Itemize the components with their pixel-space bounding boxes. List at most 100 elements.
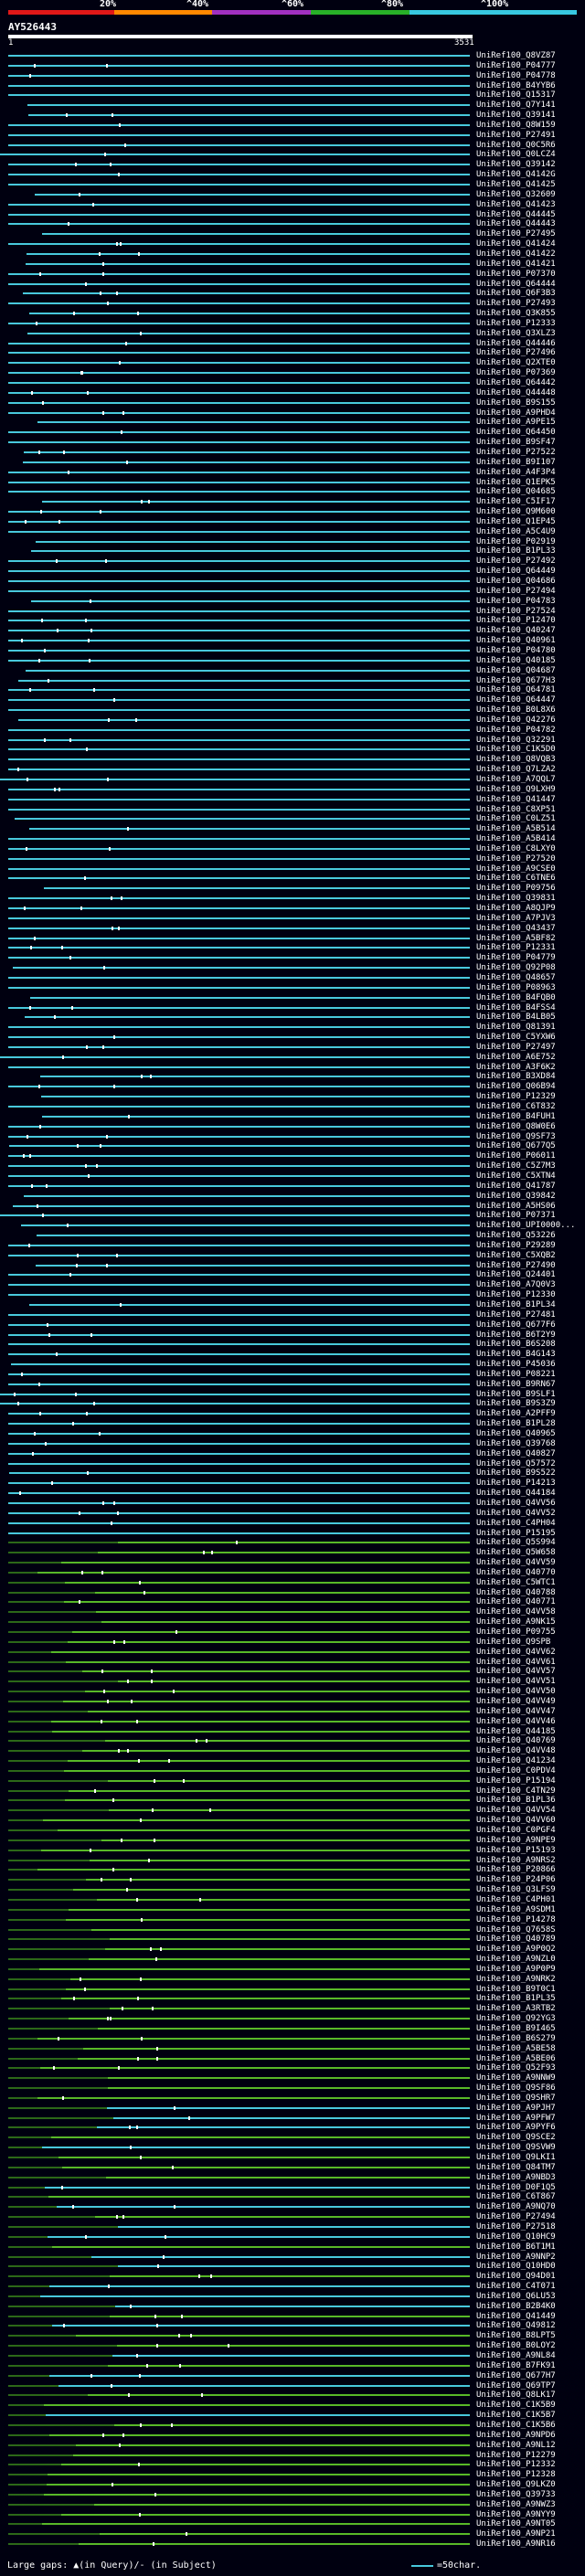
hit-alignment-bar[interactable]	[64, 1601, 470, 1604]
hit-alignment-bar[interactable]	[61, 2464, 470, 2466]
hit-accession-link[interactable]: UniRef100_C4T071	[476, 2282, 556, 2292]
hit-alignment-bar[interactable]	[8, 620, 470, 622]
hit-alignment-bar[interactable]	[8, 1036, 470, 1039]
hit-accession-link[interactable]: UniRef100_Q4VV54	[476, 1806, 556, 1816]
hit-accession-link[interactable]: UniRef100_B1PL34	[476, 1300, 556, 1309]
hit-alignment-bar[interactable]	[8, 1511, 470, 1514]
hit-alignment-bar[interactable]	[83, 2047, 470, 2050]
hit-accession-link[interactable]: UniRef100_Q24401	[476, 1270, 556, 1280]
hit-accession-link[interactable]: UniRef100_Q41787	[476, 1181, 556, 1191]
hit-alignment-bar[interactable]	[8, 123, 470, 126]
hit-accession-link[interactable]: UniRef100_Q3K855	[476, 309, 556, 319]
hit-accession-link[interactable]: UniRef100_Q04686	[476, 577, 556, 586]
hit-accession-link[interactable]: UniRef100_B6S208	[476, 1340, 556, 1350]
hit-alignment-bar[interactable]	[8, 649, 470, 652]
hit-accession-link[interactable]: UniRef100_C5YXW6	[476, 1033, 556, 1043]
hit-accession-link[interactable]: UniRef100_Q41424	[476, 239, 556, 249]
hit-accession-link[interactable]: UniRef100_Q64781	[476, 685, 556, 695]
hit-accession-link[interactable]: UniRef100_P27496	[476, 348, 556, 358]
hit-alignment-bar[interactable]	[101, 1621, 470, 1624]
hit-alignment-bar[interactable]	[8, 391, 470, 394]
hit-accession-link[interactable]: UniRef100_C5XTN4	[476, 1171, 556, 1181]
hit-accession-link[interactable]: UniRef100_Q32609	[476, 189, 556, 199]
hit-accession-link[interactable]: UniRef100_Q9SVW9	[476, 2143, 556, 2153]
hit-accession-link[interactable]: UniRef100_Q8LK17	[476, 2390, 556, 2401]
hit-alignment-bar[interactable]	[8, 143, 470, 146]
hit-accession-link[interactable]: UniRef100_A9NRS2	[476, 1855, 556, 1865]
hit-accession-link[interactable]: UniRef100_A3RTB2	[476, 2004, 556, 2014]
hit-accession-link[interactable]: UniRef100_A9CSE0	[476, 864, 556, 874]
hit-alignment-bar[interactable]	[8, 243, 470, 246]
hit-alignment-bar[interactable]	[28, 114, 470, 117]
hit-alignment-bar[interactable]	[73, 2454, 470, 2456]
hit-alignment-bar[interactable]	[112, 2355, 470, 2358]
hit-alignment-bar[interactable]	[8, 401, 470, 404]
hit-accession-link[interactable]: UniRef100_B9I465	[476, 2023, 556, 2033]
hit-accession-link[interactable]: UniRef100_Q94D01	[476, 2272, 556, 2282]
hit-accession-link[interactable]: UniRef100_B4LB05	[476, 1012, 556, 1023]
hit-alignment-bar[interactable]	[8, 589, 470, 592]
hit-alignment-bar[interactable]	[8, 1482, 470, 1485]
hit-accession-link[interactable]: UniRef100_Q1EPK5	[476, 477, 556, 487]
hit-accession-link[interactable]: UniRef100_P27494	[476, 586, 556, 596]
hit-alignment-bar[interactable]	[26, 669, 470, 672]
hit-accession-link[interactable]: UniRef100_A9P0P9	[476, 1964, 556, 1974]
hit-accession-link[interactable]: UniRef100_P06011	[476, 1151, 556, 1161]
hit-alignment-bar[interactable]	[8, 94, 470, 97]
hit-alignment-bar[interactable]	[91, 1928, 470, 1931]
hit-alignment-bar[interactable]	[8, 659, 470, 662]
hit-alignment-bar[interactable]	[13, 967, 470, 970]
hit-alignment-bar[interactable]	[0, 1214, 470, 1217]
hit-alignment-bar[interactable]	[37, 1869, 470, 1871]
hit-alignment-bar[interactable]	[8, 1086, 470, 1088]
hit-accession-link[interactable]: UniRef100_A9NT05	[476, 2519, 556, 2529]
hit-alignment-bar[interactable]	[8, 1452, 470, 1455]
hit-accession-link[interactable]: UniRef100_Q39733	[476, 2489, 556, 2499]
hit-accession-link[interactable]: UniRef100_P12470	[476, 616, 556, 626]
hit-alignment-bar[interactable]	[90, 1859, 470, 1861]
hit-accession-link[interactable]: UniRef100_C0LZ51	[476, 814, 556, 824]
hit-accession-link[interactable]: UniRef100_B1PL35	[476, 1994, 556, 2004]
hit-accession-link[interactable]: UniRef100_B7FK91	[476, 2360, 556, 2370]
hit-accession-link[interactable]: UniRef100_Q9M600	[476, 507, 556, 517]
hit-accession-link[interactable]: UniRef100_A9NNP2	[476, 2252, 556, 2262]
hit-accession-link[interactable]: UniRef100_B4G143	[476, 1350, 556, 1360]
hit-accession-link[interactable]: UniRef100_P27481	[476, 1309, 556, 1320]
hit-alignment-bar[interactable]	[8, 530, 470, 533]
hit-accession-link[interactable]: UniRef100_P08221	[476, 1369, 556, 1379]
hit-alignment-bar[interactable]	[42, 233, 470, 236]
hit-accession-link[interactable]: UniRef100_Q7LZA2	[476, 765, 556, 775]
hit-accession-link[interactable]: UniRef100_Q39141	[476, 111, 556, 121]
hit-alignment-bar[interactable]	[42, 1115, 470, 1118]
hit-accession-link[interactable]: UniRef100_A9PHD4	[476, 408, 556, 418]
hit-alignment-bar[interactable]	[91, 2255, 470, 2258]
hit-accession-link[interactable]: UniRef100_C6TNE6	[476, 874, 556, 884]
hit-accession-link[interactable]: UniRef100_Q8VQB3	[476, 755, 556, 765]
hit-alignment-bar[interactable]	[8, 1155, 470, 1158]
hit-alignment-bar[interactable]	[78, 2057, 470, 2060]
hit-accession-link[interactable]: UniRef100_Q40770	[476, 1567, 556, 1577]
hit-accession-link[interactable]: UniRef100_B4YYB6	[476, 80, 556, 90]
hit-alignment-bar[interactable]	[51, 1650, 470, 1653]
hit-alignment-bar[interactable]	[18, 718, 470, 721]
hit-alignment-bar[interactable]	[8, 491, 470, 493]
hit-accession-link[interactable]: UniRef100_P27490	[476, 1260, 556, 1270]
hit-accession-link[interactable]: UniRef100_Q5W658	[476, 1548, 556, 1558]
hit-accession-link[interactable]: UniRef100_Q677F6	[476, 1320, 556, 1330]
hit-alignment-bar[interactable]	[8, 769, 470, 771]
hit-alignment-bar[interactable]	[8, 1442, 470, 1445]
hit-accession-link[interactable]: UniRef100_UPI0000...	[476, 1221, 576, 1231]
hit-accession-link[interactable]: UniRef100_Q677Q5	[476, 1141, 556, 1151]
hit-accession-link[interactable]: UniRef100_P27518	[476, 2221, 556, 2231]
hit-accession-link[interactable]: UniRef100_B1PL33	[476, 546, 556, 557]
hit-alignment-bar[interactable]	[8, 1006, 470, 1009]
hit-alignment-bar[interactable]	[27, 104, 470, 107]
hit-accession-link[interactable]: UniRef100_Q10HD0	[476, 2262, 556, 2272]
hit-accession-link[interactable]: UniRef100_P12330	[476, 1290, 556, 1300]
hit-alignment-bar[interactable]	[63, 1700, 470, 1702]
hit-accession-link[interactable]: UniRef100_Q9SF73	[476, 1131, 556, 1141]
hit-accession-link[interactable]: UniRef100_Q57572	[476, 1458, 556, 1468]
hit-accession-link[interactable]: UniRef100_A9NL84	[476, 2351, 556, 2361]
hit-alignment-bar[interactable]	[8, 213, 470, 216]
hit-alignment-bar[interactable]	[8, 511, 470, 514]
